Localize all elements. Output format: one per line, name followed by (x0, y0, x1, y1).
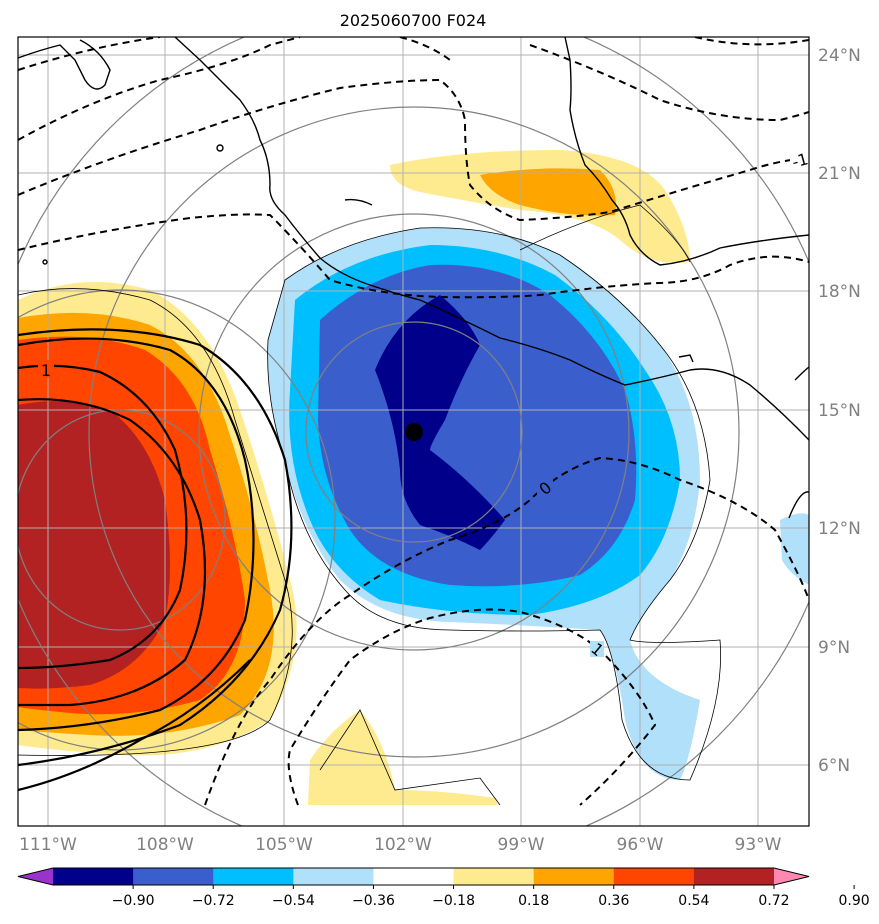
lat-label: 6°N (818, 756, 850, 776)
lon-label: 108°W (136, 835, 194, 855)
contour-label: -1 (790, 149, 810, 171)
colorbar-outline (17, 867, 810, 886)
lon-label: 96°W (617, 835, 664, 855)
colorbar: −0.90 −0.72 −0.54 −0.36 −0.18 0.18 0.36 0.54 0.7… (17, 867, 870, 909)
contour-label: 1 (41, 361, 51, 380)
cool-patch-east (780, 513, 809, 585)
colorbar-segment (373, 868, 455, 885)
colorbar-segment (53, 868, 134, 885)
colorbar-segment (613, 868, 695, 885)
colorbar-label: 0.18 (518, 893, 549, 909)
colorbar-label: −0.36 (352, 893, 395, 909)
colorbar-segment (293, 868, 374, 885)
lon-label: 102°W (374, 835, 432, 855)
lon-label: 99°W (498, 835, 545, 855)
solid-contours (18, 328, 293, 792)
colorbar-extend-high (774, 868, 809, 885)
lon-label: 111°W (19, 835, 77, 855)
colorbar-label: −0.90 (112, 893, 155, 909)
colorbar-segment (213, 868, 294, 885)
latitude-labels: 24°N 21°N 18°N 15°N 12°N 9°N 6°N (818, 46, 861, 776)
warm-patch-south (308, 710, 498, 805)
longitude-labels: 111°W 108°W 105°W 102°W 99°W 96°W 93°W (19, 835, 782, 855)
colorbar-label: 0.54 (678, 893, 709, 909)
lon-label: 105°W (255, 835, 313, 855)
lat-label: 12°N (818, 519, 861, 539)
lat-label: 15°N (818, 401, 861, 421)
lat-label: 9°N (818, 638, 850, 658)
range-rings (18, 37, 809, 826)
colorbar-label: −0.72 (192, 893, 235, 909)
colorbar-label: 0.36 (598, 893, 629, 909)
colorbar-label: −0.18 (432, 893, 475, 909)
colorbar-label: −0.54 (272, 893, 315, 909)
negative-anomaly-fill (267, 227, 809, 780)
lon-label: 93°W (735, 835, 782, 855)
contour-labels: 1 0 1 -1 (38, 149, 810, 660)
lat-label: 24°N (818, 46, 861, 66)
colorbar-label: 0.90 (839, 893, 870, 909)
thin-contours (18, 204, 721, 806)
colorbar-segment (533, 868, 615, 885)
map-title: 2025060700 F024 (340, 11, 487, 30)
lat-label: 18°N (818, 282, 861, 302)
dashed-contours (18, 37, 809, 806)
map-frame (17, 36, 810, 827)
colorbar-label: 0.72 (758, 893, 789, 909)
colorbar-segment (133, 868, 214, 885)
colorbar-segment (453, 868, 535, 885)
map-area: 1 0 1 -1 (18, 37, 810, 826)
storm-center-marker (405, 423, 423, 441)
colorbar-segment (693, 868, 775, 885)
colorbar-extend-low (18, 868, 53, 885)
lat-label: 21°N (818, 164, 861, 184)
coastline (18, 37, 809, 519)
